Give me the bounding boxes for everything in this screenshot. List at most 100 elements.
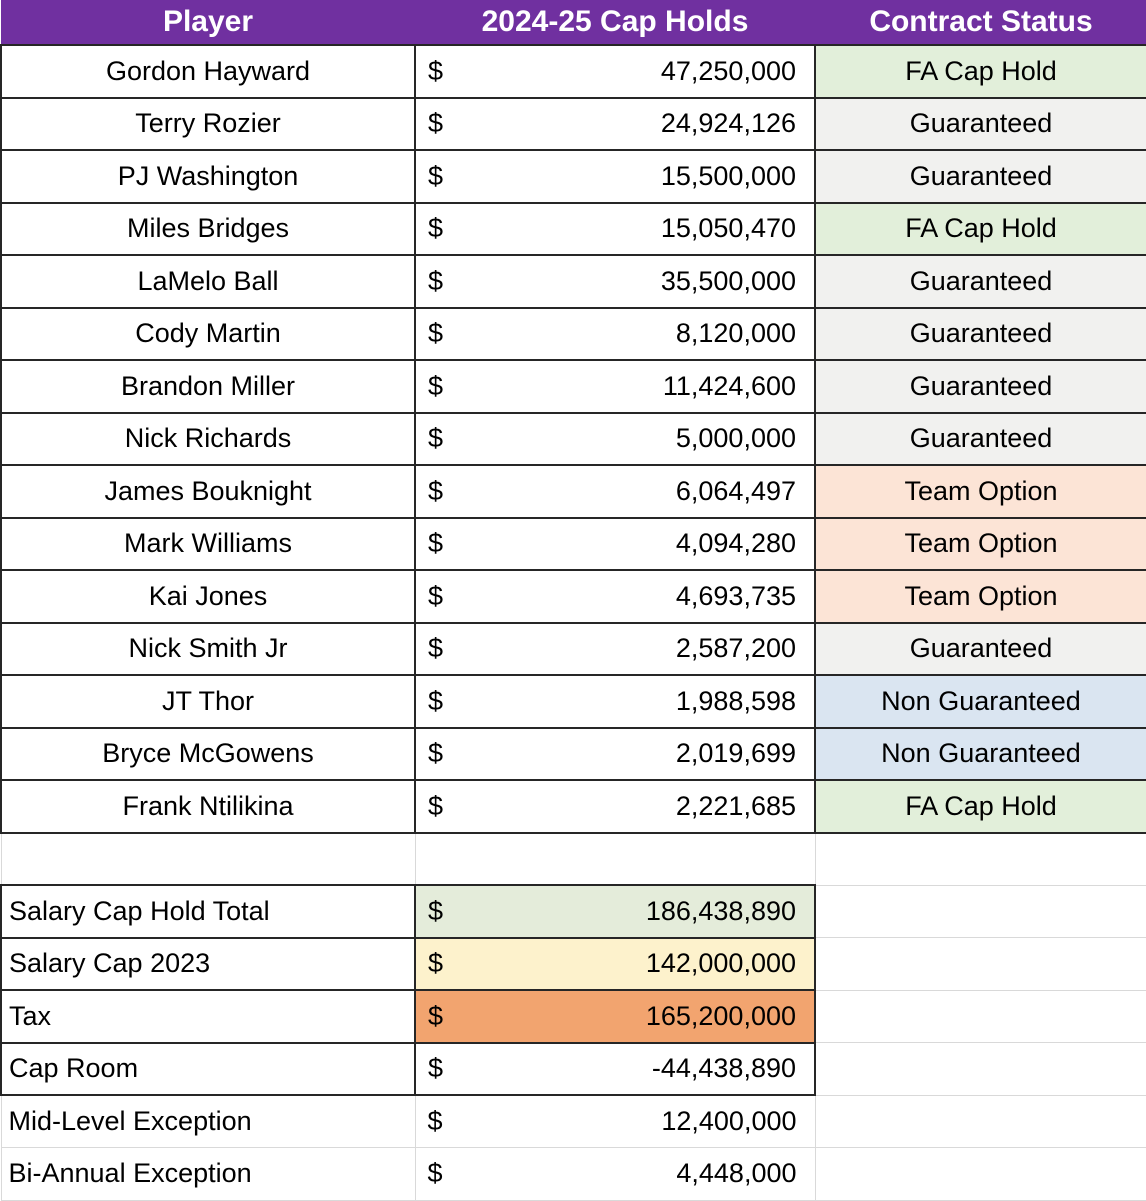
player-row: Nick Richards $5,000,000 Guaranteed — [0, 411, 1146, 466]
amount-cell: $24,924,126 — [414, 96, 816, 151]
amount-value: 15,500,000 — [660, 160, 796, 191]
status-cell: Guaranteed — [814, 306, 1146, 361]
status-cell: Guaranteed — [814, 149, 1146, 204]
empty-cell — [814, 989, 1146, 1043]
player-name-cell: Nick Smith Jr — [0, 621, 416, 676]
status-cell: Non Guaranteed — [814, 726, 1146, 781]
status-cell: FA Cap Hold — [814, 201, 1146, 256]
column-header-contract-status: Contract Status — [815, 0, 1146, 45]
header-row: Player 2024-25 Cap Holds Contract Status — [1, 0, 1146, 45]
summary-label-cell: Bi-Annual Exception — [0, 1147, 416, 1201]
amount-cell: $6,064,497 — [414, 464, 816, 519]
amount-cell: $15,050,470 — [414, 201, 816, 256]
column-header-cap-holds: 2024-25 Cap Holds — [415, 0, 815, 45]
empty-cell — [814, 832, 1146, 886]
amount-cell: $1,988,598 — [414, 674, 816, 729]
amount-cell: $2,221,685 — [414, 779, 816, 834]
currency-symbol: $ — [428, 475, 444, 506]
player-name-cell: Mark Williams — [0, 516, 416, 571]
player-name-cell: Bryce McGowens — [0, 726, 416, 781]
player-row: James Bouknight $6,064,497 Team Option — [0, 464, 1146, 519]
player-name-cell: JT Thor — [0, 674, 416, 729]
currency-symbol: $ — [428, 895, 444, 926]
player-row: PJ Washington $15,500,000 Guaranteed — [0, 149, 1146, 204]
currency-symbol: $ — [428, 55, 444, 86]
amount-cell: $35,500,000 — [414, 254, 816, 309]
summary-row: Mid-Level Exception $12,400,000 — [0, 1094, 1146, 1148]
summary-amount-cell: $142,000,000 — [414, 936, 816, 991]
empty-cell — [814, 884, 1146, 938]
currency-symbol: $ — [428, 1053, 444, 1084]
amount-value: 2,221,685 — [675, 790, 796, 821]
amount-value: 186,438,890 — [645, 895, 796, 926]
player-row: Miles Bridges $15,050,470 FA Cap Hold — [0, 201, 1146, 256]
player-name-cell: Brandon Miller — [0, 359, 416, 414]
player-name-cell: Nick Richards — [0, 411, 416, 466]
player-name-cell: Cody Martin — [0, 306, 416, 361]
player-row: Gordon Hayward $47,250,000 FA Cap Hold — [0, 44, 1146, 99]
status-cell: Guaranteed — [814, 96, 1146, 151]
empty-cell — [814, 1147, 1146, 1201]
summary-amount-cell: $12,400,000 — [414, 1094, 816, 1148]
empty-cell — [814, 937, 1146, 991]
amount-value: 11,424,600 — [662, 370, 796, 401]
status-cell: Team Option — [814, 516, 1146, 571]
summary-amount-cell: $4,448,000 — [414, 1147, 816, 1201]
status-cell: Guaranteed — [814, 411, 1146, 466]
currency-symbol: $ — [428, 633, 444, 664]
amount-value: 35,500,000 — [660, 265, 796, 296]
summary-row: Salary Cap 2023 $142,000,000 — [0, 936, 1146, 991]
summary-label-cell: Tax — [0, 989, 416, 1044]
amount-cell: $11,424,600 — [414, 359, 816, 414]
status-cell: Guaranteed — [814, 621, 1146, 676]
amount-value: 1,988,598 — [675, 685, 796, 716]
player-row: Terry Rozier $24,924,126 Guaranteed — [0, 96, 1146, 151]
amount-value: 165,200,000 — [645, 1000, 796, 1031]
amount-value: 47,250,000 — [660, 55, 796, 86]
summary-amount-cell: $186,438,890 — [414, 884, 816, 939]
amount-cell: $2,019,699 — [414, 726, 816, 781]
currency-symbol: $ — [428, 108, 444, 139]
amount-cell: $2,587,200 — [414, 621, 816, 676]
player-name-cell: Gordon Hayward — [0, 44, 416, 99]
amount-cell: $8,120,000 — [414, 306, 816, 361]
player-row: LaMelo Ball $35,500,000 Guaranteed — [0, 254, 1146, 309]
currency-symbol: $ — [428, 738, 444, 769]
amount-value: 4,094,280 — [675, 528, 796, 559]
summary-row: Tax $165,200,000 — [0, 989, 1146, 1044]
amount-value: 15,050,470 — [660, 213, 796, 244]
currency-symbol: $ — [428, 528, 444, 559]
amount-value: 24,924,126 — [660, 108, 796, 139]
amount-value: -44,438,890 — [651, 1053, 796, 1084]
amount-value: 12,400,000 — [661, 1106, 797, 1136]
amount-value: 4,448,000 — [676, 1158, 797, 1189]
spacer-row — [0, 832, 1146, 886]
currency-symbol: $ — [428, 370, 444, 401]
summary-label-cell: Cap Room — [0, 1041, 416, 1096]
status-cell: Non Guaranteed — [814, 674, 1146, 729]
currency-symbol: $ — [428, 685, 444, 716]
summary-amount-cell: $165,200,000 — [414, 989, 816, 1044]
currency-symbol: $ — [427, 1106, 443, 1136]
currency-symbol: $ — [428, 160, 444, 191]
status-cell: Team Option — [814, 569, 1146, 624]
currency-symbol: $ — [428, 423, 444, 454]
player-name-cell: James Bouknight — [0, 464, 416, 519]
empty-cell — [814, 1094, 1146, 1148]
amount-value: 4,693,735 — [675, 580, 796, 611]
amount-cell: $5,000,000 — [414, 411, 816, 466]
status-cell: FA Cap Hold — [814, 779, 1146, 834]
player-row: Bryce McGowens $2,019,699 Non Guaranteed — [0, 726, 1146, 781]
currency-symbol: $ — [428, 213, 444, 244]
amount-value: 2,019,699 — [675, 738, 796, 769]
empty-cell — [414, 832, 816, 886]
amount-cell: $47,250,000 — [414, 44, 816, 99]
amount-cell: $4,094,280 — [414, 516, 816, 571]
player-row: Cody Martin $8,120,000 Guaranteed — [0, 306, 1146, 361]
player-row: JT Thor $1,988,598 Non Guaranteed — [0, 674, 1146, 729]
empty-cell — [0, 832, 416, 886]
summary-row: Bi-Annual Exception $4,448,000 — [0, 1147, 1146, 1201]
summary-row: Cap Room $ -44,438,890 — [0, 1041, 1146, 1096]
status-cell: Team Option — [814, 464, 1146, 519]
status-cell: Guaranteed — [814, 359, 1146, 414]
